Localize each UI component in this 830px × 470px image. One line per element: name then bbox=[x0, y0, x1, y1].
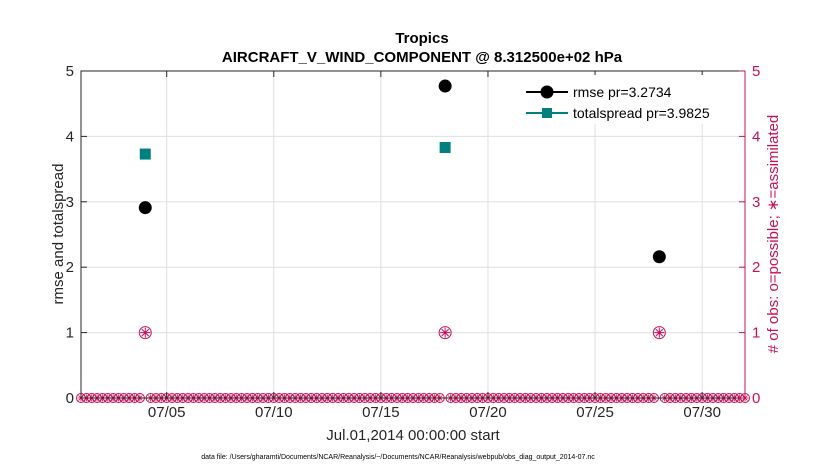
legend-totalspread-label: totalspread pr=3.9825 bbox=[573, 105, 710, 121]
obs-possible-point bbox=[652, 326, 666, 340]
x-tick-label: 07/10 bbox=[255, 404, 293, 421]
obs-assimilated-point bbox=[140, 327, 151, 338]
chart-subtitle: AIRCRAFT_V_WIND_COMPONENT @ 8.312500e+02… bbox=[222, 49, 623, 66]
totalspread-point bbox=[139, 148, 151, 160]
y-right-tick-label: 0 bbox=[752, 390, 760, 407]
obs-assimilated-point bbox=[654, 327, 665, 338]
y-tick-label: 2 bbox=[66, 259, 74, 276]
rmse-point bbox=[438, 79, 452, 93]
tick-labels: 07/05 07/10 07/15 07/20 07/25 07/30 0 1 2 3 4 5 0 1 2 3… bbox=[66, 63, 761, 421]
y-right-tick-label: 5 bbox=[752, 63, 760, 80]
legend-rmse-marker bbox=[540, 85, 554, 99]
legend-rmse-label: rmse pr=3.2734 bbox=[573, 84, 672, 100]
totalspread-point bbox=[439, 142, 451, 154]
rmse-point bbox=[138, 201, 152, 215]
y-axis-label: rmse and totalspread bbox=[50, 164, 67, 305]
y-right-tick-label: 1 bbox=[752, 325, 760, 342]
y-tick-label: 0 bbox=[66, 390, 74, 407]
legend-box bbox=[522, 75, 734, 124]
y-tick-label: 4 bbox=[66, 128, 74, 145]
data-file-footer: data file: /Users/gharamti/Documents/NCA… bbox=[201, 454, 595, 461]
y-tick-label: 5 bbox=[66, 63, 74, 80]
obs-possible-point bbox=[438, 326, 452, 340]
x-tick-label: 07/15 bbox=[362, 404, 400, 421]
y-tick-label: 3 bbox=[66, 194, 74, 211]
y-tick-label: 1 bbox=[66, 325, 74, 342]
obs-possible-point bbox=[138, 326, 152, 340]
y-axis-label-right: # of obs: o=possible; ∗=assimilated bbox=[765, 115, 782, 354]
rmse-point bbox=[652, 250, 666, 264]
y-right-tick-label: 4 bbox=[752, 128, 760, 145]
legend-totalspread-marker bbox=[542, 108, 552, 118]
y-right-tick-label: 3 bbox=[752, 194, 760, 211]
obs-assimilated-point bbox=[440, 327, 451, 338]
chart-title: Tropics bbox=[395, 30, 448, 47]
x-tick-label: 07/30 bbox=[683, 404, 721, 421]
plot-area bbox=[81, 71, 745, 398]
legend: rmse pr=3.2734 totalspread pr=3.9825 bbox=[522, 75, 734, 124]
x-axis-label: Jul.01,2014 00:00:00 start bbox=[326, 427, 500, 444]
y-right-tick-label: 2 bbox=[752, 259, 760, 276]
x-tick-label: 07/20 bbox=[469, 404, 507, 421]
x-tick-label: 07/25 bbox=[576, 404, 614, 421]
x-tick-label: 07/05 bbox=[148, 404, 186, 421]
